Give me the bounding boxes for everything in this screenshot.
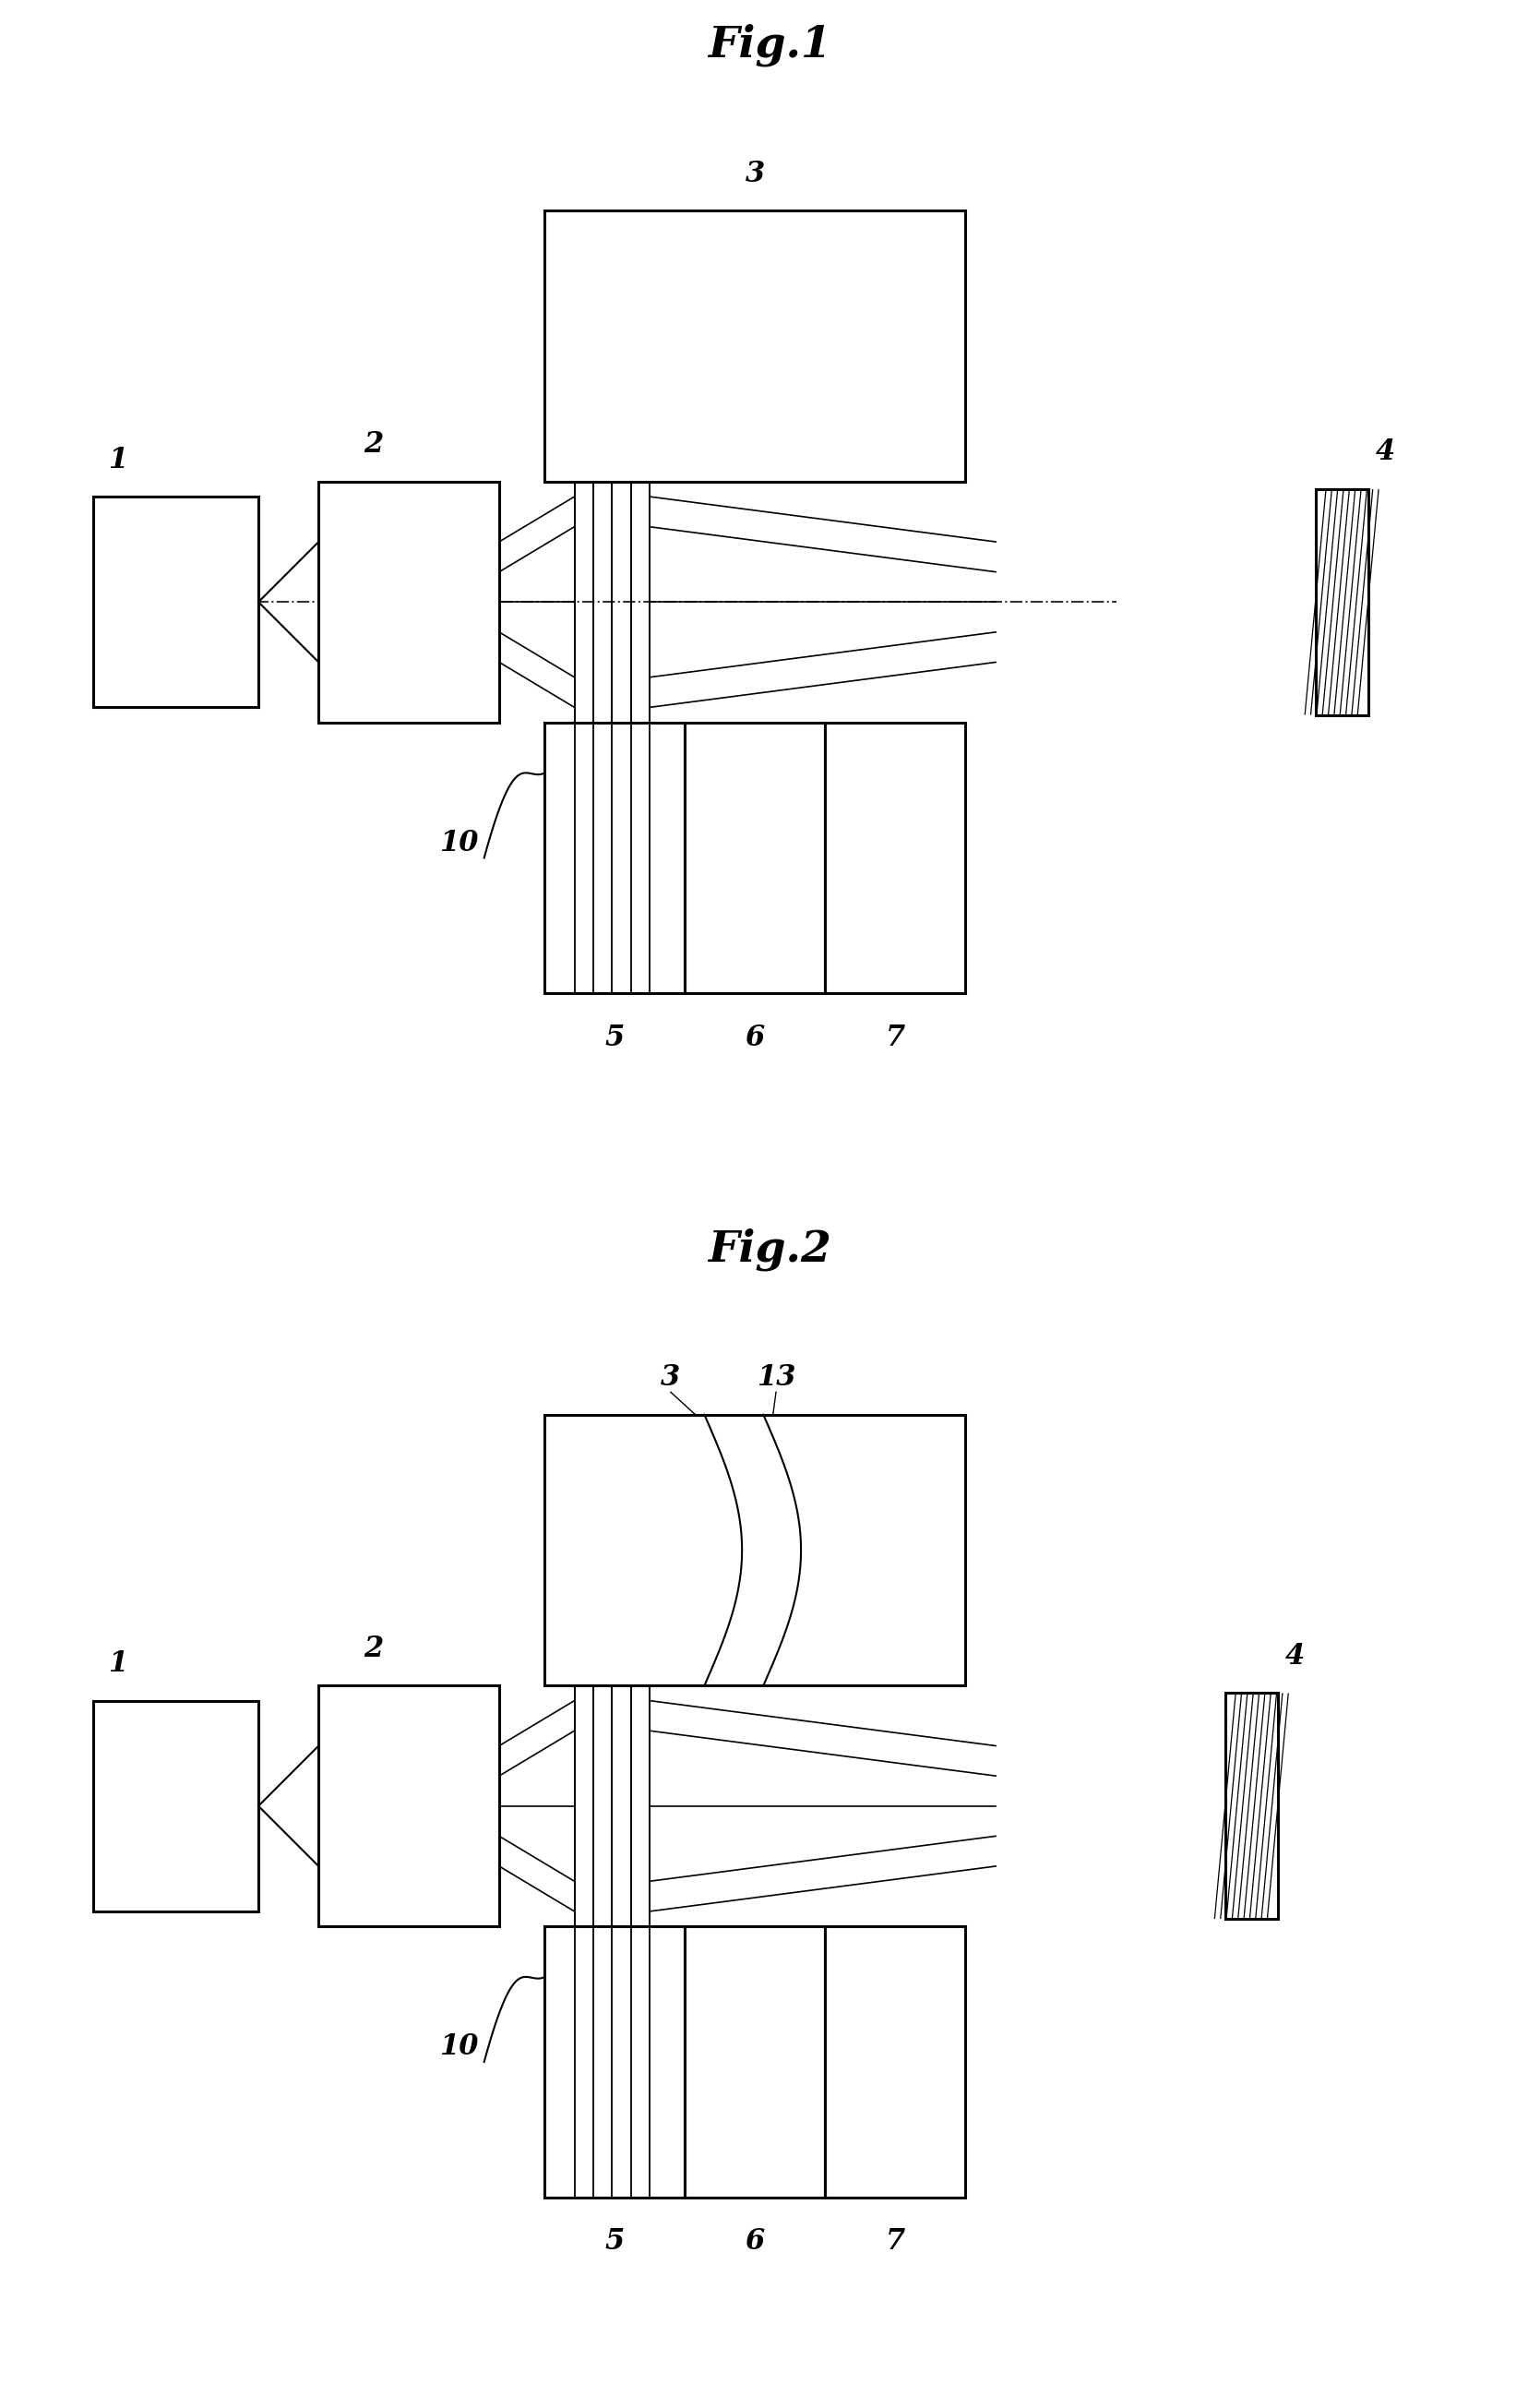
Text: 10: 10 (439, 828, 479, 857)
Text: 7: 7 (885, 1023, 906, 1052)
Text: 2: 2 (363, 431, 383, 460)
Bar (92, 1700, 259, 1912)
Text: 7: 7 (885, 2227, 906, 2256)
Text: 2: 2 (363, 1635, 383, 1664)
Bar (319, 482, 499, 722)
Bar (544, 1413, 966, 1686)
Bar (544, 1926, 685, 2196)
Bar (1315, 489, 1368, 715)
Bar (319, 1686, 499, 1926)
Text: 3: 3 (661, 1363, 681, 1392)
Text: 3: 3 (745, 159, 765, 188)
Text: 10: 10 (439, 2032, 479, 2061)
Bar (544, 212, 966, 482)
Text: Fig.1: Fig.1 (708, 24, 832, 67)
Text: 5: 5 (605, 2227, 624, 2256)
Bar (685, 1926, 825, 2196)
Text: Fig.2: Fig.2 (708, 1228, 832, 1271)
Text: 1: 1 (108, 445, 128, 474)
Text: 4: 4 (1375, 438, 1395, 467)
Bar (825, 1926, 966, 2196)
Text: 5: 5 (605, 1023, 624, 1052)
Bar (92, 496, 259, 708)
Bar (544, 722, 685, 992)
Text: 6: 6 (745, 1023, 765, 1052)
Text: 1: 1 (108, 1649, 128, 1678)
Text: 4: 4 (1286, 1642, 1304, 1671)
Text: 13: 13 (756, 1363, 796, 1392)
Bar (1226, 1693, 1278, 1919)
Text: 6: 6 (745, 2227, 765, 2256)
Bar (685, 722, 825, 992)
Bar (825, 722, 966, 992)
